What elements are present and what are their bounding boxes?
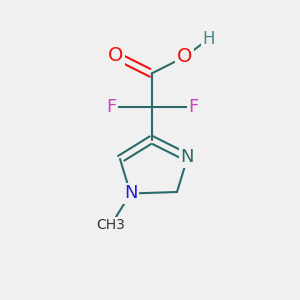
Text: O: O [108, 46, 123, 65]
Text: N: N [124, 184, 137, 202]
Text: N: N [181, 148, 194, 166]
Text: F: F [106, 98, 116, 116]
Text: O: O [177, 47, 192, 67]
Text: F: F [188, 98, 199, 116]
Text: CH3: CH3 [97, 218, 125, 232]
Text: H: H [202, 30, 215, 48]
